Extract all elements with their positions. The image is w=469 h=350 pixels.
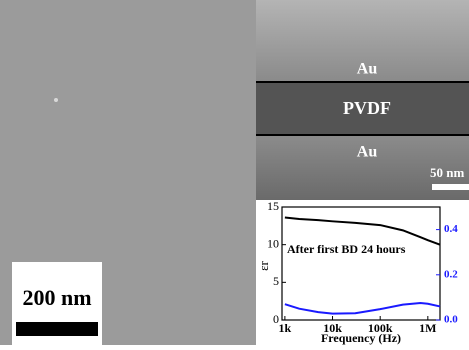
scale-bar bbox=[432, 184, 469, 190]
x-tick-label: 1k bbox=[279, 321, 292, 335]
speck bbox=[54, 98, 58, 102]
scale-label: 200 nm bbox=[22, 285, 91, 310]
annotation: After first BD 24 hours bbox=[287, 242, 406, 256]
y-tick-label: 5 bbox=[273, 274, 279, 288]
layer-label: Au bbox=[357, 61, 378, 78]
y-axis-label: εr bbox=[256, 260, 271, 270]
scale-label: 50 nm bbox=[430, 165, 464, 180]
au-layer bbox=[256, 0, 469, 82]
data-line bbox=[284, 216, 441, 246]
chart: 1k 10k 100k 1M 0 5 10 15 0.0 0.2 0.4 Frequency (Hz)… bbox=[256, 199, 469, 345]
x-tick-label: 10k bbox=[323, 321, 342, 335]
layer-label: PVDF bbox=[343, 98, 391, 118]
y2-tick-label: 0.0 bbox=[444, 314, 458, 326]
plot-frame bbox=[281, 206, 441, 321]
y-tick-label: 0 bbox=[273, 312, 279, 326]
y-tick-label: 10 bbox=[267, 236, 279, 250]
x-tick-label: 100k bbox=[368, 321, 393, 335]
layer-label: Au bbox=[357, 144, 378, 161]
pvdf-layer bbox=[256, 82, 469, 135]
y2-tick-label: 0.4 bbox=[444, 223, 458, 235]
x-axis-label: Frequency (Hz) bbox=[321, 331, 401, 345]
y2-axis-label: tan δ bbox=[468, 264, 469, 285]
scale-bar bbox=[16, 322, 98, 336]
y-tick-label: 15 bbox=[267, 199, 279, 213]
y2-tick-label: 0.2 bbox=[444, 268, 458, 280]
x-tick-label: 1M bbox=[419, 321, 436, 335]
data-line bbox=[284, 302, 441, 315]
